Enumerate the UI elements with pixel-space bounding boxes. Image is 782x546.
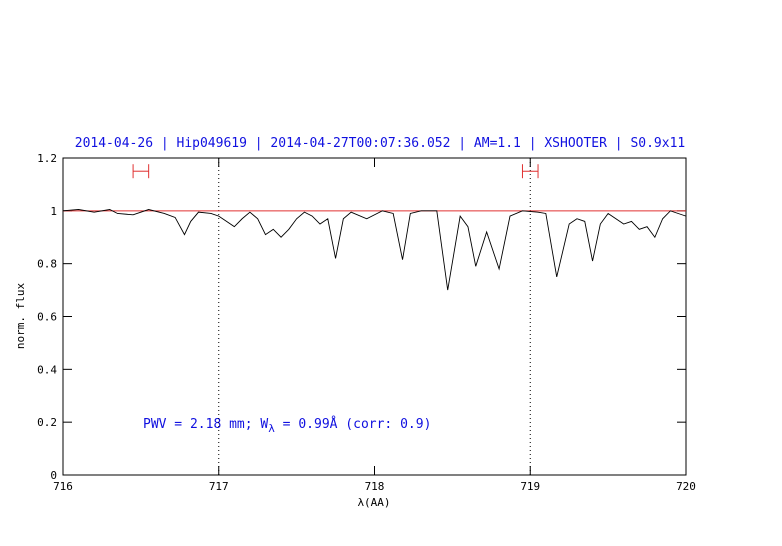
y-axis-label: norm. flux (14, 283, 27, 350)
y-tick-label: 0.6 (37, 311, 57, 324)
chart-title: 2014-04-26 | Hip049619 | 2014-04-27T00:0… (75, 136, 685, 151)
x-tick-label: 717 (209, 480, 229, 493)
y-tick-label: 1 (50, 205, 57, 218)
x-tick-label: 718 (365, 480, 385, 493)
annotation-subscript: λ (268, 422, 275, 435)
x-tick-label: 716 (53, 480, 73, 493)
y-tick-label: 1.2 (37, 152, 57, 165)
annotation-part: PWV = 2.18 mm; W (143, 417, 268, 432)
y-tick-label: 0.2 (37, 416, 57, 429)
annotation-part: = 0.99Å (corr: 0.9) (275, 416, 432, 432)
y-tick-label: 0.4 (37, 363, 57, 376)
y-tick-label: 0 (50, 469, 57, 482)
spectrum-line (62, 209, 687, 291)
y-tick-label: 0.8 (37, 258, 57, 271)
x-tick-label: 719 (520, 480, 540, 493)
annotation: PWV = 2.18 mm; Wλ = 0.99Å (corr: 0.9) (143, 416, 431, 435)
x-axis-label: λ(AA) (357, 496, 390, 509)
x-tick-label: 720 (676, 480, 696, 493)
